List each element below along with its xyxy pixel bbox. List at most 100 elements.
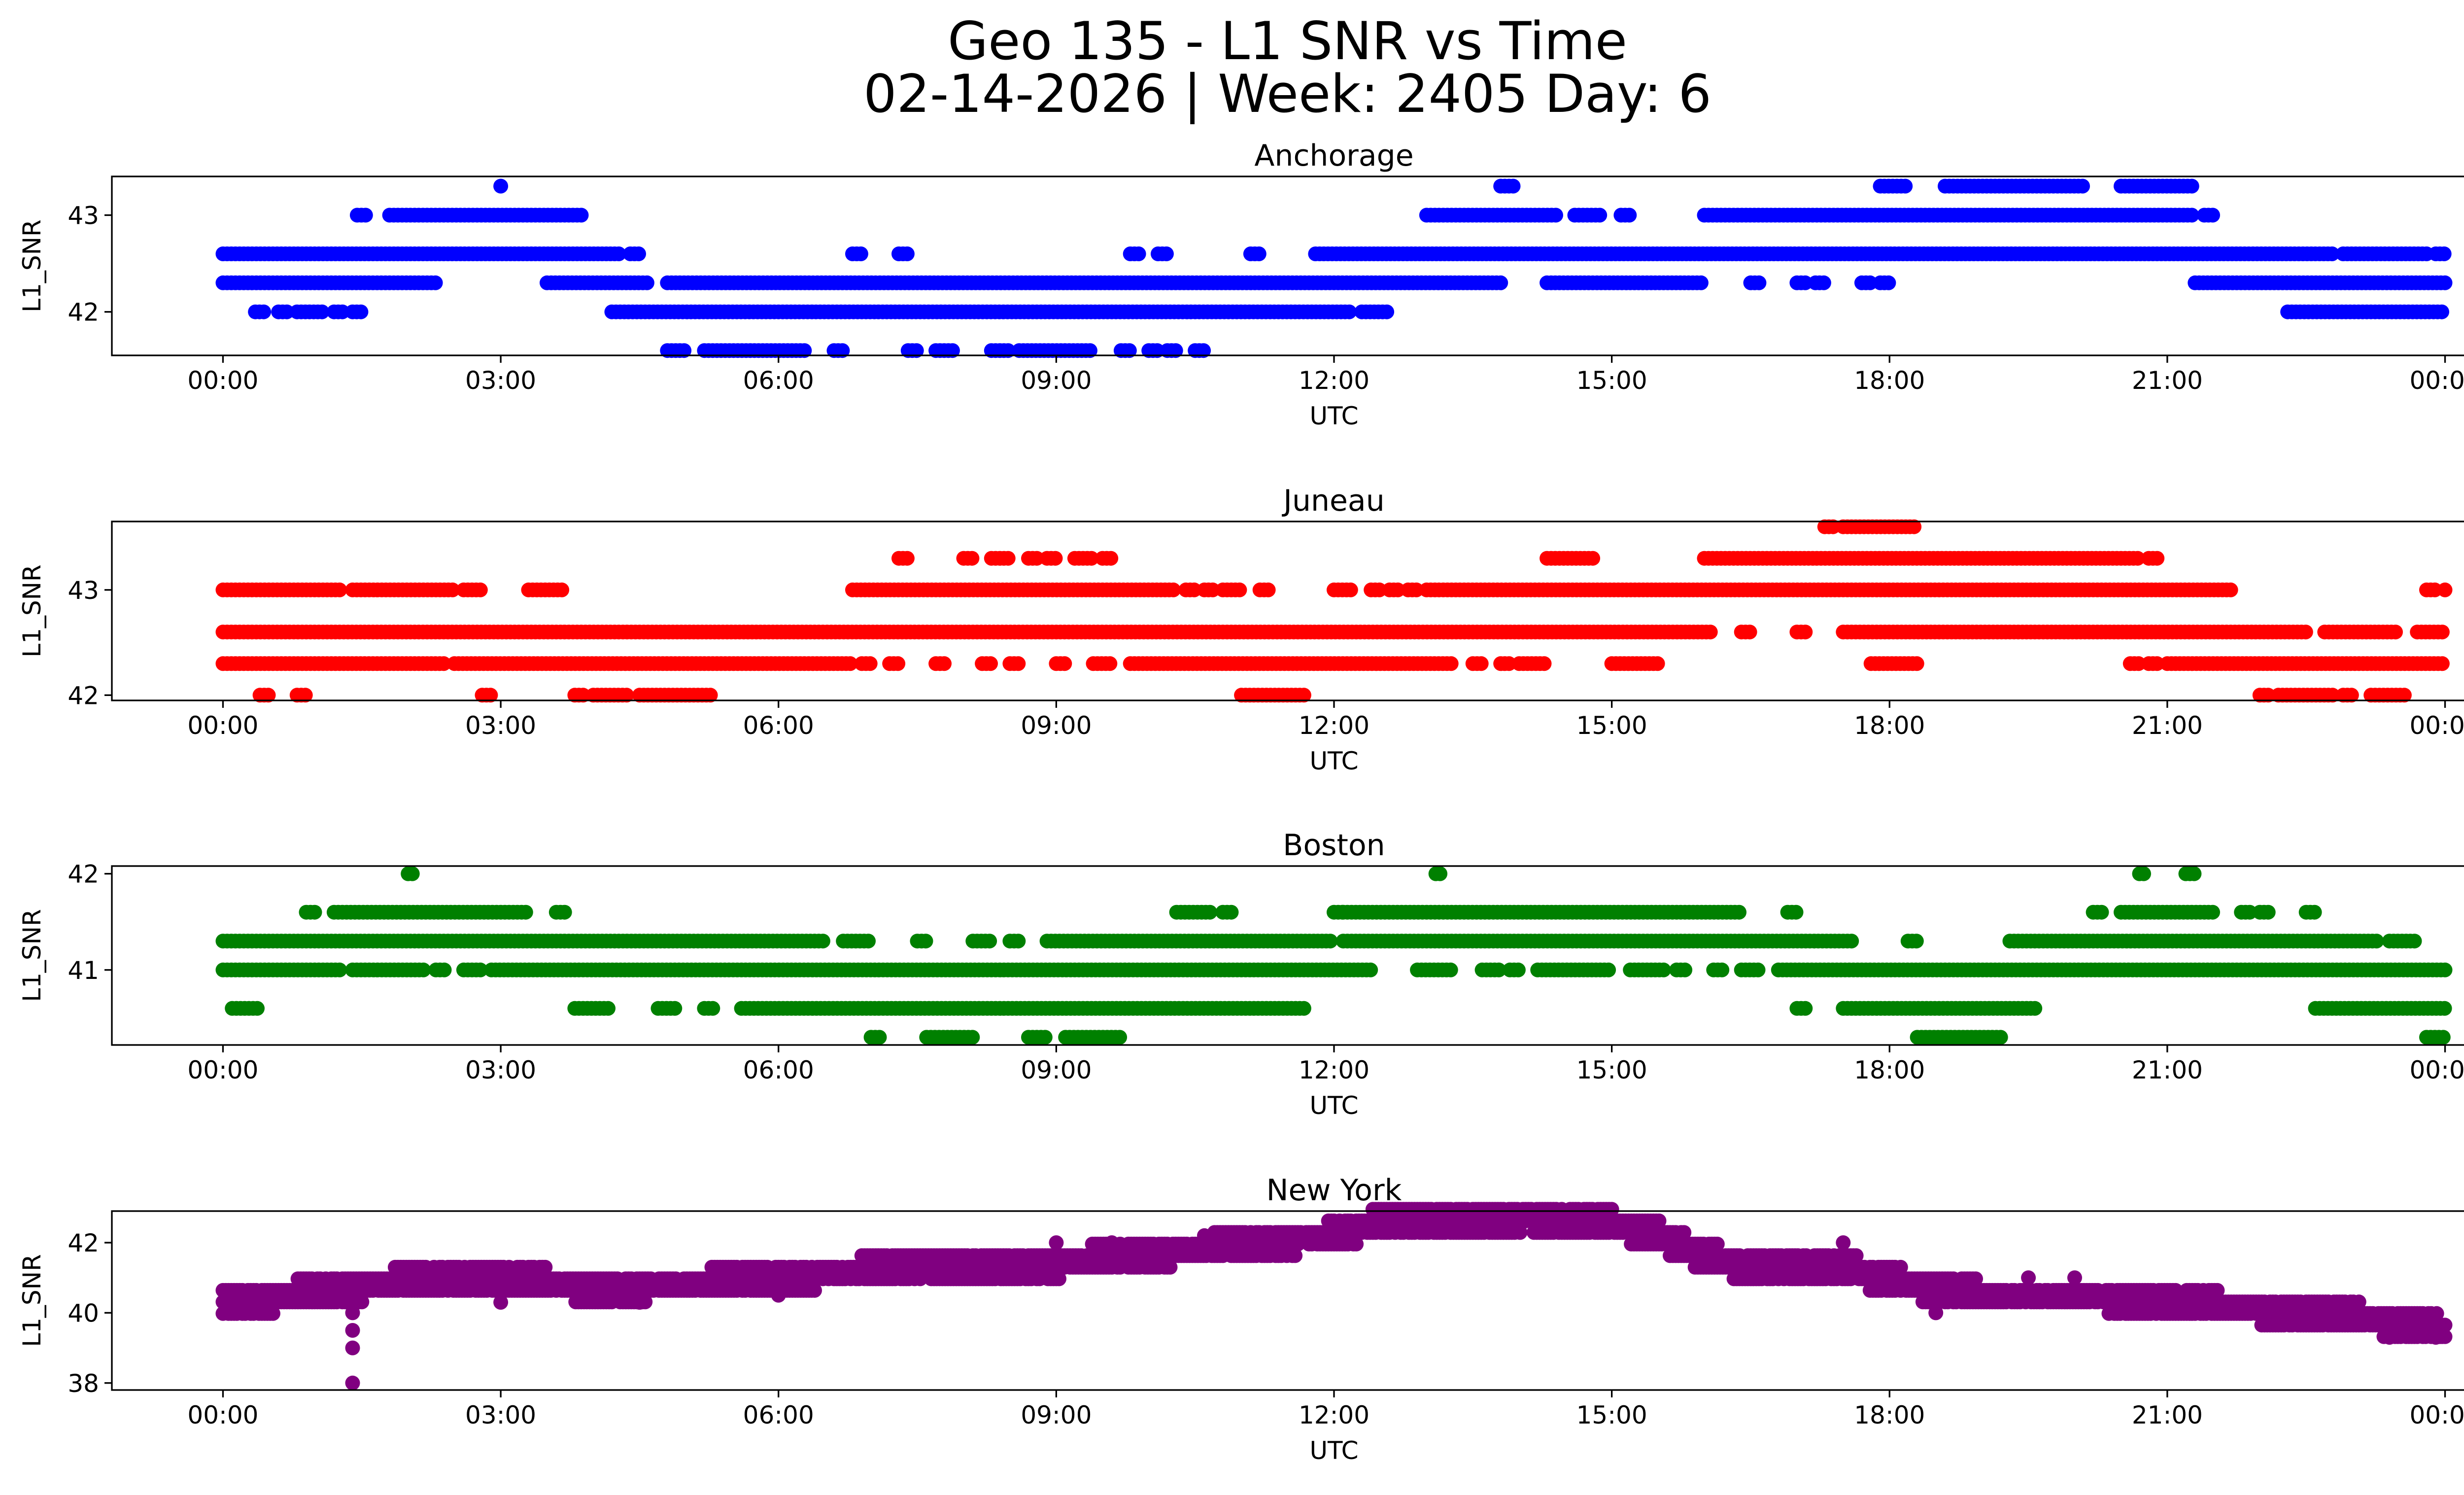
data-point	[909, 343, 924, 358]
data-point	[2407, 934, 2422, 949]
data-point	[2436, 246, 2452, 261]
data-point	[1548, 208, 1563, 223]
data-point	[1798, 275, 1813, 290]
x-tick-label: 00:00	[187, 711, 258, 740]
x-tick-label: 09:00	[1021, 366, 1092, 395]
x-tick-label: 15:00	[1576, 366, 1647, 395]
data-point	[964, 551, 980, 566]
data-point	[1898, 178, 1913, 194]
data-point	[1443, 962, 1458, 977]
data-point	[983, 656, 998, 671]
data-point	[1323, 934, 1338, 949]
data-point	[918, 934, 933, 949]
axes-frame	[111, 865, 2464, 1046]
data-point	[405, 866, 420, 881]
y-axis-label: L1_SNR	[18, 219, 46, 313]
data-point	[1082, 343, 1097, 358]
data-point	[1844, 934, 1859, 949]
data-point	[1029, 551, 1044, 566]
data-point	[1102, 656, 1118, 671]
data-point	[1909, 934, 1924, 949]
x-tick-label: 00:00	[187, 366, 258, 395]
data-point	[1650, 656, 1665, 671]
data-point	[2437, 275, 2453, 290]
data-point	[1798, 1001, 1813, 1016]
data-point	[2437, 962, 2453, 977]
data-point	[1037, 1030, 1053, 1045]
data-point	[2027, 1001, 2043, 1016]
x-tick-label: 00:00	[187, 1056, 258, 1084]
data-point	[1750, 962, 1766, 977]
data-point	[2223, 582, 2238, 597]
data-point	[1443, 656, 1459, 671]
data-point	[1473, 656, 1489, 671]
data-point	[667, 1001, 683, 1016]
data-point	[332, 582, 347, 597]
data-point	[1103, 551, 1119, 566]
data-point	[899, 551, 915, 566]
data-point	[2205, 904, 2220, 920]
y-tick-label: 42	[68, 860, 99, 889]
data-point	[1150, 343, 1165, 358]
data-point	[1000, 343, 1016, 358]
x-tick-label: 12:00	[1299, 711, 1369, 740]
data-point	[1537, 656, 1552, 671]
data-point	[335, 304, 350, 319]
data-point	[1011, 656, 1026, 671]
data-point	[853, 246, 868, 261]
data-point	[1131, 246, 1146, 261]
x-tick-label: 00:00	[2409, 711, 2464, 740]
data-point	[279, 304, 295, 319]
data-point	[1751, 275, 1767, 290]
panel-title: Juneau	[1281, 484, 1384, 518]
data-point	[2150, 551, 2165, 566]
data-point	[1168, 343, 1183, 358]
data-point	[1825, 519, 1841, 534]
data-point	[862, 656, 878, 671]
x-tick-label: 12:00	[1299, 366, 1369, 395]
data-point	[1057, 656, 1072, 671]
data-point	[1732, 904, 1746, 920]
y-tick-label: 42	[68, 298, 99, 327]
data-point	[899, 246, 915, 261]
data-point	[557, 904, 572, 920]
data-point	[2434, 656, 2450, 671]
data-point	[631, 246, 646, 261]
data-point	[890, 656, 906, 671]
figure-title-line-1: Geo 135 - L1 SNR vs Time	[947, 11, 1628, 71]
data-point	[2437, 582, 2453, 597]
figure-title-line-2: 02-14-2026 | Week: 2405 Day: 6	[863, 64, 1711, 124]
data-point	[1907, 519, 1922, 534]
x-axis-label: UTC	[1309, 402, 1358, 430]
data-point	[1622, 208, 1637, 223]
y-tick-label: 43	[68, 201, 99, 230]
data-point	[2187, 866, 2202, 881]
data-point	[2325, 246, 2340, 261]
data-point	[307, 904, 322, 920]
data-point	[1251, 246, 1266, 261]
data-point	[2136, 866, 2151, 881]
x-axis-label: UTC	[1309, 747, 1358, 775]
data-point	[1798, 625, 1813, 640]
data-point	[358, 208, 373, 223]
x-tick-label: 21:00	[2132, 366, 2203, 395]
data-points	[215, 866, 2453, 1045]
data-point	[2260, 904, 2276, 920]
x-tick-label: 03:00	[465, 711, 536, 740]
data-point	[493, 178, 509, 194]
data-point	[1601, 962, 1616, 977]
data-point	[945, 343, 960, 358]
data-point	[1011, 934, 1026, 949]
data-point	[1816, 275, 1831, 290]
data-point	[1693, 275, 1709, 290]
data-point	[2434, 304, 2449, 319]
data-point	[1379, 304, 1395, 319]
data-point	[1232, 582, 1247, 597]
data-point	[677, 343, 692, 358]
data-point	[1196, 343, 1211, 358]
data-point	[1703, 625, 1718, 640]
data-point	[1677, 962, 1693, 977]
data-point	[1224, 904, 1239, 920]
